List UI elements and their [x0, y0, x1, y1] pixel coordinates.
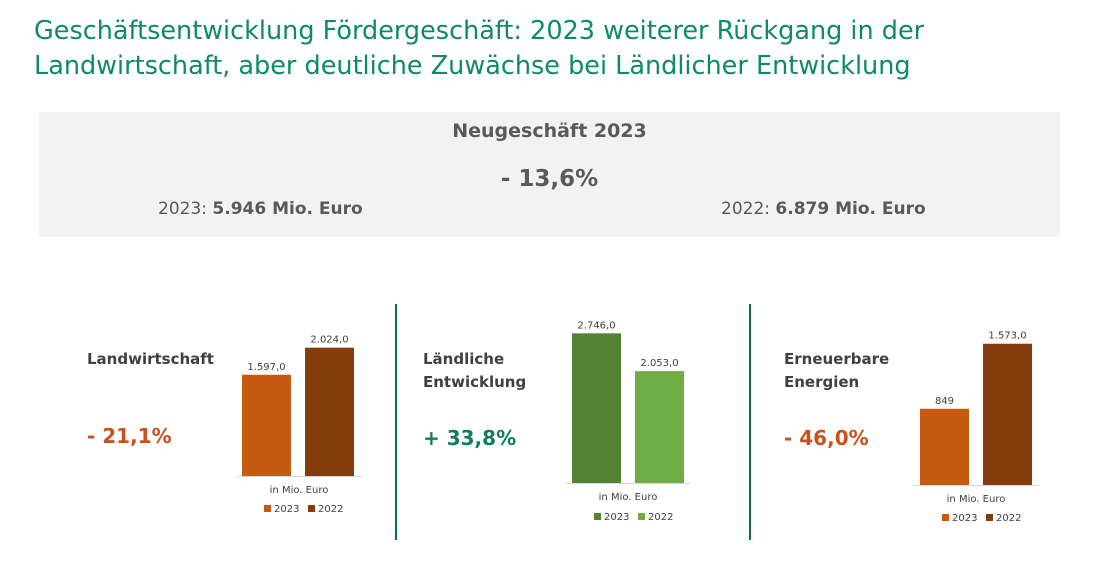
change-erneuerbare-energien: - 46,0%	[784, 426, 869, 450]
title-line-2: Landwirtschaft, aber deutliche Zuwächse …	[34, 51, 911, 81]
category-label-line: Energien	[784, 373, 860, 391]
bar-value-label: 2.053,0	[640, 358, 678, 369]
bar-2023	[572, 333, 621, 483]
bar-2023	[242, 374, 291, 476]
legend-label-2022: 2022	[996, 513, 1021, 524]
bar-value-label: 1.597,0	[247, 362, 285, 373]
summary-box: Neugeschäft 2023 - 13,6% 2023: 5.946 Mio…	[39, 112, 1060, 237]
category-label-erneuerbare-energien: Erneuerbare Energien	[784, 348, 889, 394]
legend-swatch-2023	[594, 513, 601, 520]
legend-label-2022: 2022	[318, 504, 343, 515]
summary-heading: Neugeschäft 2023	[452, 120, 647, 142]
category-label-line: Landwirtschaft	[87, 350, 214, 368]
panel-divider	[395, 304, 397, 540]
category-label-line: Erneuerbare	[784, 350, 890, 368]
chart-erneuerbare-energien: 849 1.573,0 in Mio. Euro 2023 2022	[914, 331, 1038, 524]
bar-value-label: 849	[935, 396, 954, 407]
change-landwirtschaft: - 21,1%	[87, 424, 172, 448]
change-laendliche-entwicklung: + 33,8%	[423, 426, 517, 450]
legend-swatch-2022	[638, 513, 645, 520]
x-axis-title: in Mio. Euro	[270, 485, 329, 496]
bar-2022	[305, 347, 354, 476]
category-label-line: Entwicklung	[423, 373, 527, 391]
legend-label-2023: 2023	[604, 512, 629, 523]
bar-2022	[635, 371, 684, 483]
bar-value-label: 2.024,0	[310, 335, 348, 346]
summary-change: - 13,6%	[500, 166, 599, 192]
bar-2022	[983, 343, 1032, 485]
x-axis-title: in Mio. Euro	[599, 492, 658, 503]
legend-swatch-2022	[986, 514, 993, 521]
summary-2022-label: 2022:	[721, 199, 770, 219]
bar-value-label: 1.573,0	[988, 331, 1026, 342]
summary-2023: 2023: 5.946 Mio. Euro	[158, 199, 363, 219]
bar-value-label: 2.746,0	[577, 320, 615, 331]
panel-divider	[749, 304, 751, 540]
summary-2023-value: 5.946 Mio. Euro	[212, 199, 363, 219]
bar-2023	[920, 408, 969, 485]
category-label-laendliche-entwicklung: Ländliche Entwicklung	[423, 348, 526, 394]
category-label-line: Ländliche	[423, 350, 505, 368]
legend-label-2022: 2022	[648, 512, 673, 523]
category-label-landwirtschaft: Landwirtschaft	[87, 348, 214, 371]
legend-label-2023: 2023	[952, 513, 977, 524]
chart-landwirtschaft: 1.597,0 2.024,0 in Mio. Euro 2023 2022	[236, 335, 362, 515]
legend-swatch-2023	[942, 514, 949, 521]
legend-swatch-2023	[264, 505, 271, 512]
chart-laendliche-entwicklung: 2.746,0 2.053,0 in Mio. Euro 2023 2022	[566, 320, 690, 523]
summary-2023-label: 2023:	[158, 199, 207, 219]
legend-swatch-2022	[308, 505, 315, 512]
page-title: Geschäftsentwicklung Fördergeschäft: 202…	[34, 14, 1094, 84]
legend-label-2023: 2023	[274, 504, 299, 515]
summary-2022-value: 6.879 Mio. Euro	[775, 199, 926, 219]
summary-2022: 2022: 6.879 Mio. Euro	[721, 199, 926, 219]
title-line-1: Geschäftsentwicklung Fördergeschäft: 202…	[34, 16, 925, 46]
x-axis-title: in Mio. Euro	[947, 494, 1006, 505]
